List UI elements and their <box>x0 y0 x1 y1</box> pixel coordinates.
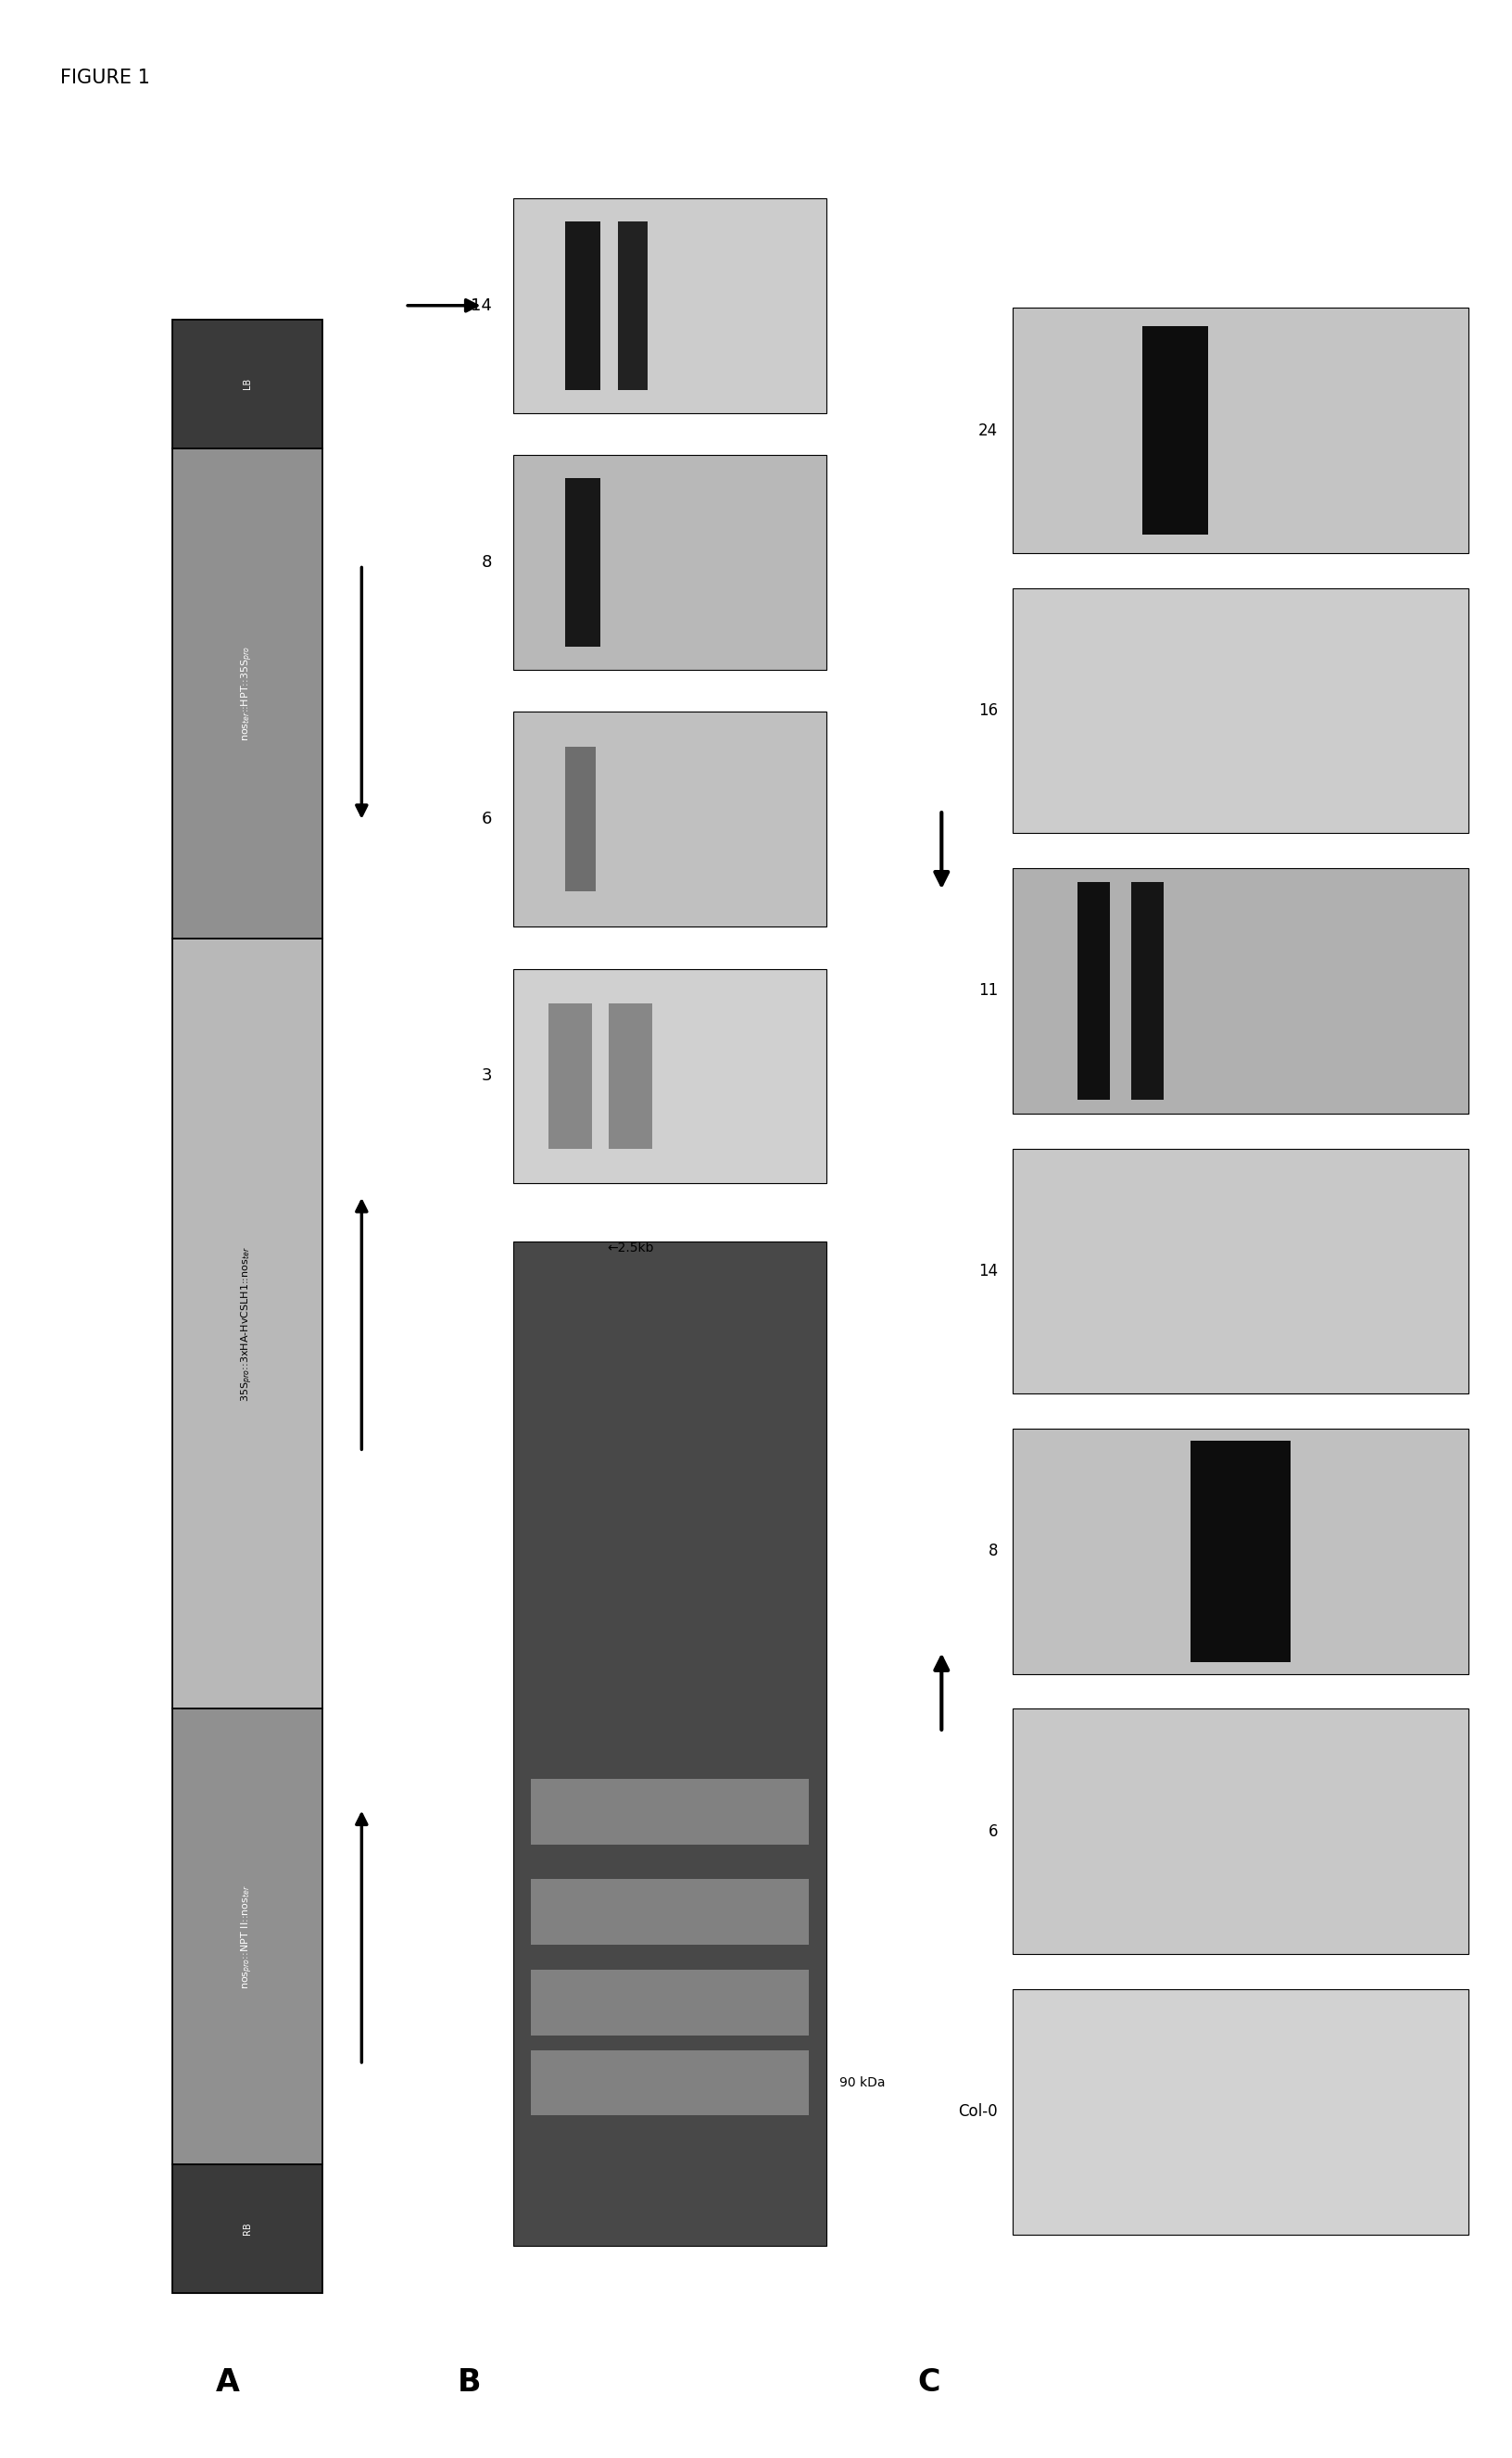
Bar <box>1012 1428 1467 1674</box>
Bar <box>1131 882 1163 1099</box>
Bar <box>172 1708 322 2163</box>
Text: 8: 8 <box>987 1544 996 1561</box>
Text: 14: 14 <box>978 1263 996 1281</box>
Bar <box>609 1003 652 1148</box>
Bar <box>1012 868 1467 1113</box>
Text: 14: 14 <box>470 297 491 315</box>
Text: A: A <box>215 2367 239 2399</box>
Bar <box>513 455 826 671</box>
Bar <box>531 1969 807 2035</box>
Bar <box>1012 1989 1467 2234</box>
Bar <box>1190 1440 1290 1662</box>
Text: ←2.5kb: ←2.5kb <box>606 1241 653 1256</box>
Bar <box>1012 307 1467 553</box>
Text: FIGURE 1: FIGURE 1 <box>60 69 150 88</box>
Bar <box>531 1780 807 1844</box>
Text: 24: 24 <box>978 423 996 440</box>
Text: Col-0: Col-0 <box>957 2104 996 2121</box>
Text: 3: 3 <box>481 1067 491 1084</box>
Text: 11: 11 <box>977 983 996 1000</box>
Bar <box>617 221 647 388</box>
Bar <box>531 1880 807 1944</box>
Bar <box>1012 1708 1467 1954</box>
Bar <box>172 320 322 447</box>
Bar <box>172 939 322 1708</box>
Text: 6: 6 <box>987 1824 996 1841</box>
Bar <box>513 1241 826 2247</box>
Bar <box>1012 587 1467 833</box>
Text: 6: 6 <box>481 811 491 828</box>
Bar <box>513 968 826 1182</box>
Bar <box>172 2163 322 2293</box>
Bar <box>1077 882 1110 1099</box>
Bar <box>565 221 600 388</box>
Bar <box>513 713 826 927</box>
Text: 90 kDa: 90 kDa <box>839 2077 885 2089</box>
Text: B: B <box>457 2367 481 2399</box>
Bar <box>547 1003 591 1148</box>
Bar <box>1142 327 1207 533</box>
Bar <box>565 479 600 646</box>
Text: 35S$_{pro}$::3xHA-HvCSLH1::nos$_{ter}$: 35S$_{pro}$::3xHA-HvCSLH1::nos$_{ter}$ <box>239 1246 254 1401</box>
Bar <box>531 2050 807 2116</box>
Text: nos$_{ter}$::HPT::35S$_{pro}$: nos$_{ter}$::HPT::35S$_{pro}$ <box>239 646 254 740</box>
Bar <box>513 199 826 413</box>
Text: 8: 8 <box>481 553 491 570</box>
Text: nos$_{pro}$::NPT II::nos$_{ter}$: nos$_{pro}$::NPT II::nos$_{ter}$ <box>239 1885 254 1989</box>
Bar <box>565 747 596 892</box>
Text: 16: 16 <box>978 703 996 720</box>
Text: RB: RB <box>242 2222 251 2234</box>
Text: C: C <box>918 2367 940 2399</box>
Text: LB: LB <box>242 379 251 388</box>
Bar <box>172 447 322 939</box>
Bar <box>1012 1148 1467 1394</box>
